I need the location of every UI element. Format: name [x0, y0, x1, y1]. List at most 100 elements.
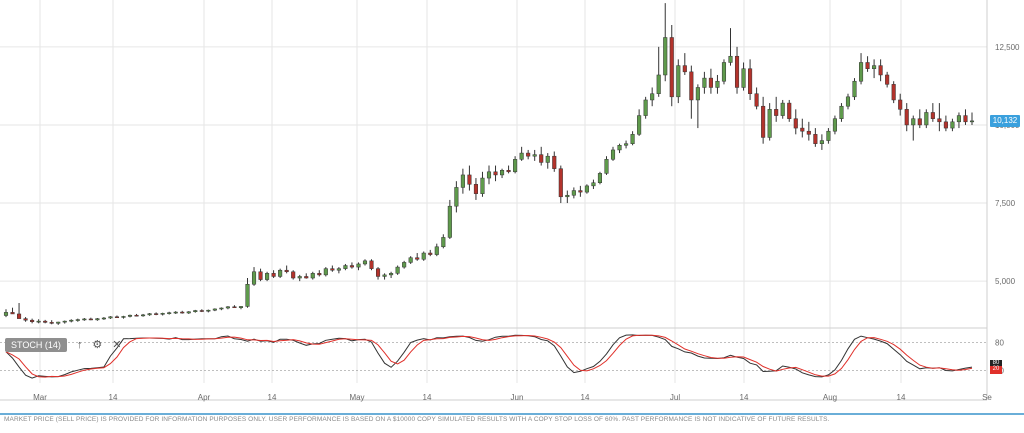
candle-body	[114, 316, 120, 319]
time-tick-label: Aug	[823, 393, 837, 402]
candle-body	[206, 309, 211, 312]
candle-body	[878, 65, 883, 76]
candle-body	[428, 252, 433, 255]
candle-body	[832, 118, 837, 132]
candle-body	[36, 320, 41, 323]
candle-body	[336, 268, 341, 271]
candle-body	[238, 306, 244, 308]
candle-body	[441, 237, 446, 248]
candle-body	[395, 266, 400, 274]
candle-body	[23, 318, 28, 321]
candle-body	[865, 62, 870, 69]
candle-body	[467, 174, 472, 185]
price-tick-label: 12,500	[995, 43, 1020, 52]
candle-body	[891, 84, 896, 101]
time-tick-label: 14	[581, 393, 590, 402]
disclaimer-text: MARKET PRICE (SELL PRICE) IS PROVIDED FO…	[4, 416, 830, 423]
candle-body	[728, 55, 733, 63]
candle-body	[624, 143, 629, 146]
price-tick-label: 5,000	[995, 277, 1016, 286]
stoch-tick-label: 80	[995, 338, 1004, 347]
candle-body	[708, 77, 713, 88]
candle-body	[297, 276, 302, 279]
candle-body	[643, 99, 648, 116]
candle-body	[49, 322, 54, 324]
candle-body	[734, 55, 740, 88]
candle-body	[127, 314, 133, 317]
candle-body	[245, 284, 250, 307]
candle-body	[356, 263, 361, 268]
candle-body	[702, 77, 707, 88]
candle-body	[454, 187, 459, 207]
candle-body	[813, 134, 818, 144]
candle-body	[532, 154, 537, 157]
candle-body	[780, 102, 785, 116]
candle-body	[748, 68, 753, 94]
candle-body	[519, 152, 524, 160]
candle-body	[610, 149, 616, 160]
candle-body	[591, 182, 596, 187]
time-tick-label: 14	[740, 393, 749, 402]
candle-body	[924, 112, 929, 126]
candle-body	[284, 269, 289, 273]
candle-body	[617, 145, 622, 151]
candle-body	[88, 318, 93, 321]
candle-body	[362, 260, 368, 265]
candle-body	[950, 121, 955, 129]
gear-icon[interactable]: ⚙	[92, 339, 103, 351]
time-tick-label: Mar	[33, 393, 47, 402]
close-icon[interactable]: ✕	[112, 339, 122, 351]
candle-body	[304, 276, 309, 279]
candle-body	[154, 313, 159, 315]
candle-body	[767, 109, 772, 138]
stoch-indicator-label[interactable]: STOCH (14)	[5, 338, 67, 352]
time-tick-label: Se	[982, 393, 992, 402]
arrow-up-icon[interactable]: ↑	[76, 339, 83, 351]
candle-body	[741, 68, 746, 88]
candle-body	[69, 319, 74, 322]
candle-body	[460, 174, 465, 188]
stoch-level-tag-20: 20	[990, 366, 1002, 374]
time-tick-label: 14	[423, 393, 432, 402]
candle-body	[676, 65, 681, 98]
stoch-level-tag-80: 80	[990, 360, 1002, 366]
candle-body	[669, 37, 674, 98]
stoch-toolbar: STOCH (14) ↑ ⚙ ✕	[5, 338, 121, 352]
time-tick-label: Jul	[670, 393, 680, 402]
candle-body	[754, 93, 759, 107]
candle-body	[839, 105, 844, 119]
candle-body	[232, 306, 237, 309]
candle-body	[774, 109, 779, 116]
candle-body	[95, 318, 100, 321]
candle-body	[421, 252, 426, 260]
candle-body	[917, 118, 922, 126]
candle-body	[937, 118, 942, 123]
candle-body	[62, 320, 67, 323]
candle-body	[943, 121, 948, 129]
last-price-tag: 10,132	[990, 115, 1020, 127]
candle-body	[408, 257, 413, 263]
candle-body	[852, 80, 857, 98]
candle-body	[193, 310, 198, 313]
stoch-k-line	[5, 334, 973, 379]
candle-body	[500, 169, 505, 176]
candle-body	[793, 118, 798, 129]
candle-body	[956, 115, 961, 123]
candle-body	[180, 311, 185, 314]
candle-body	[330, 268, 335, 271]
candle-body	[650, 93, 655, 101]
candle-body	[473, 184, 478, 194]
candle-body	[578, 190, 583, 193]
candle-body	[167, 312, 172, 314]
candle-body	[656, 74, 661, 94]
candle-body	[930, 112, 935, 119]
candle-body	[343, 265, 348, 269]
candle-body	[845, 96, 851, 107]
candle-body	[121, 316, 126, 318]
candle-body	[3, 312, 9, 316]
candle-body	[349, 265, 354, 268]
candle-body	[558, 168, 563, 198]
